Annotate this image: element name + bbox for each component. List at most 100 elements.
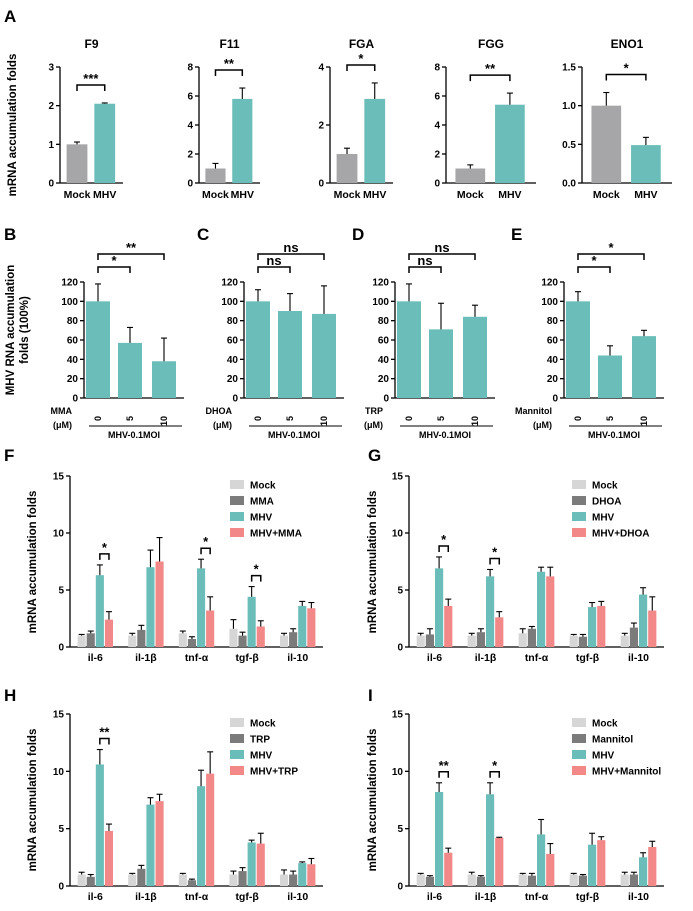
panel-a-fgg-title: FGG [478,37,504,51]
panel-c-bar [246,301,270,398]
panel-i-x-label: il-10 [628,891,649,903]
panel-f-bar-mock [178,633,187,647]
panel-g-bar-mhv-dhoa [597,605,606,647]
panel-g-bar-mock [620,635,629,647]
panel-i-legend-swatch [572,734,586,743]
panel-i-y-axis-title: mRNA accumulation folds [367,729,379,872]
panel-e-dose-label: 0 [573,416,583,421]
panel-h-legend-swatch [230,750,244,759]
panel-f-bar-mma [289,632,298,647]
panel-a-f9-x-label: Mock [64,189,91,201]
panel-a-eno1-x-label: Mock [593,189,620,201]
panel-g-x-label: il-6 [427,652,442,664]
panel-d-y-tick-label: 20 [378,374,390,385]
panel-a-eno1-y-tick-label: 1.5 [562,63,576,74]
panel-i-bar-mannitol [425,876,434,886]
panel-i-bar-mhv [639,857,648,886]
panel-b-y-axis-title-line-2: folds (100%) [19,296,31,364]
panel-a-fgg-bar-mhv [495,104,525,183]
panel-c-dose-label: 0 [253,416,263,421]
panel-a-f9-significance [76,84,106,91]
panel-d-dose-name: TRP [365,406,383,416]
panel-c-dose-unit: (μM) [213,420,232,430]
panel-i-legend-swatch [572,750,586,759]
panel-d-dose-label: 10 [470,416,480,426]
panel-a-fga-x-label: Mock [334,189,361,201]
panel-f-legend-swatch [230,496,244,505]
panel-h-bar-mhv-trp [104,830,114,886]
panel-i-y-tick-label: 15 [392,710,404,721]
panel-a-fgg-y-tick-label: 6 [434,92,440,103]
panel-h-legend-label: TRP [250,735,270,746]
panel-d-y-tick-label: 100 [372,297,389,308]
panel-g-bar-dhoa [527,628,536,647]
panel-a-fga-x-label: MHV [363,189,386,201]
panel-g-significance-2 [489,557,501,565]
panel-label-a: A [4,7,16,26]
panel-d-y-tick-label: 120 [372,278,389,289]
panel-b-y-tick-label: 0 [72,394,78,405]
panel-h-x-label: tnf-α [185,891,209,903]
panel-a-f11-x-label: MHV [231,189,254,201]
panel-h-bar-mock [178,874,187,886]
panel-i-bar-mhv-mannitol [546,853,555,886]
panel-h-y-tick-label: 5 [58,824,64,835]
panel-f-y-tick-label: 0 [58,643,64,654]
panel-i-significance-1 [438,771,450,778]
panel-f-legend-label: MHV [250,513,273,524]
panel-i-legend-label: Mannitol [592,735,633,746]
panel-h-bar-mhv [197,786,206,886]
panel-f-bar-mhv [95,575,104,647]
panel-f-significance-3 [250,574,262,582]
panel-i-legend-label: MHV+Mannitol [592,767,661,778]
panel-f-bar-mock [128,635,137,647]
panel-a-eno1-y-tick-label: 0.5 [562,140,576,151]
panel-f-significance-2 [200,547,211,555]
panel-i-legend-label: MHV [592,751,615,762]
panel-f-legend-label: MHV+MMA [250,529,302,540]
panel-i-x-label: il-6 [427,891,442,903]
panel-d-significance-1-label: ns [417,253,432,268]
panel-f-bar-mhv [197,568,206,647]
panel-d-significance-2 [408,253,476,260]
panel-b-significance-1-label: * [111,253,117,268]
panel-a-eno1-significance-label: * [624,61,630,76]
panel-c-y-tick-label: 120 [221,278,238,289]
panel-d-bar [463,316,487,398]
panel-a-f9-y-tick-label: 0 [48,179,54,190]
panel-f-legend-swatch [230,528,244,537]
panel-b-bar [86,301,110,398]
panel-c-significance-1-label: ns [266,253,281,268]
panel-f-legend-swatch [230,480,244,489]
panel-g-bar-mhv [435,568,444,647]
panel-g-bar-mock [518,633,527,647]
panel-c-dose-name: DHOA [206,406,233,416]
panel-e-bar [598,355,622,398]
panel-label-e: E [511,225,522,244]
panel-f-significance-1-label: * [102,540,108,555]
panel-e-y-tick-label: 80 [547,316,559,327]
panel-e-y-tick-label: 60 [547,336,559,347]
panel-f-x-label: tgf-β [235,652,259,664]
panel-c-significance-2 [257,253,325,260]
panel-a-f11-y-tick-label: 2 [187,150,193,161]
panel-b-y-tick-label: 40 [67,355,79,366]
panel-c-y-tick-label: 20 [227,374,239,385]
panel-label-g: G [368,446,381,465]
panel-h-bar-mock [279,874,289,886]
panel-a-f11-bar-mhv [232,98,253,183]
panel-g-bar-mhv-dhoa [546,576,555,647]
panel-a-f9-significance-label: *** [83,71,99,86]
panel-h-legend-swatch [230,718,244,727]
panel-g-legend-label: MHV [592,513,615,524]
panel-a-fgg-significance [469,74,511,82]
panel-h-x-label: il-1β [135,891,157,903]
panel-g-x-label: il-10 [628,652,649,664]
panel-a-f9-y-tick-label: 2 [48,101,54,112]
panel-g-bar-mock [467,635,476,647]
panel-f-bar-mhv-mma [256,626,265,647]
panel-f-y-tick-label: 15 [53,472,65,483]
panel-b-significance-2 [97,253,165,260]
panel-i-y-tick-label: 10 [392,767,404,778]
panel-g-bar-mock [569,635,578,647]
